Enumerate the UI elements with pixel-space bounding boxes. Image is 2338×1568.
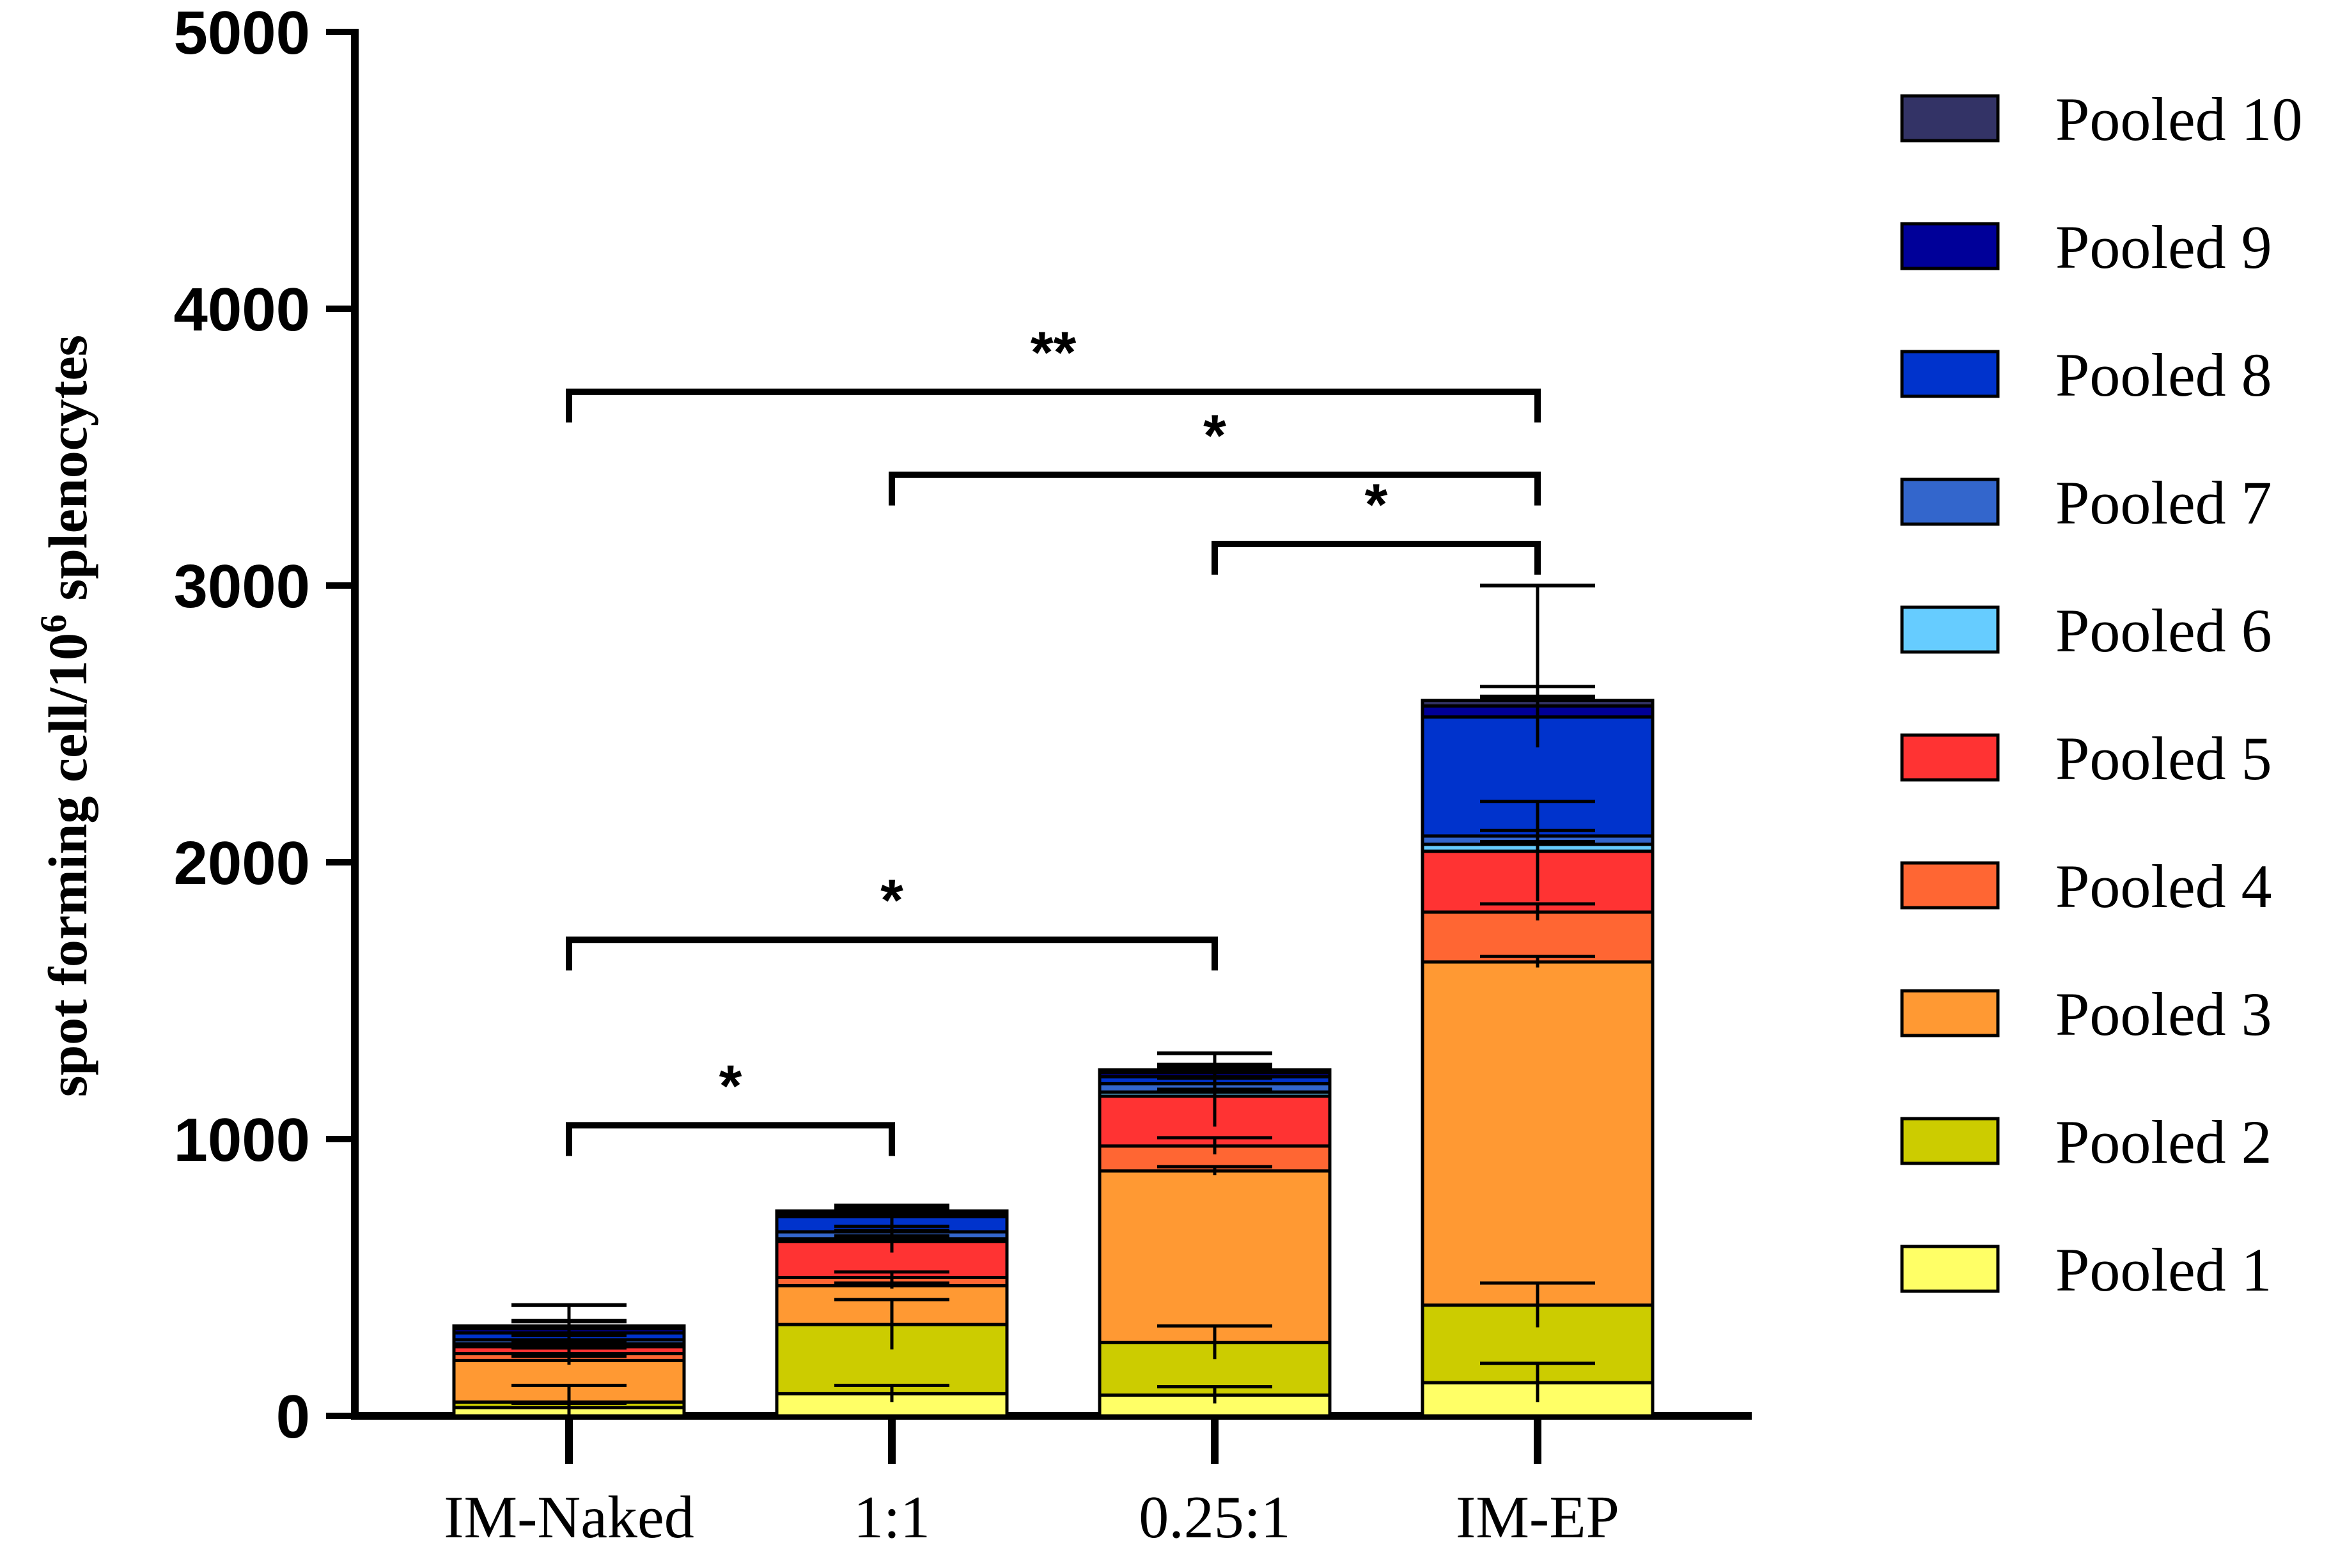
y-tick-label-0: 0 (276, 1383, 310, 1451)
legend-label-8: Pooled 8 (2055, 341, 2272, 409)
legend-label-10: Pooled 10 (2055, 85, 2303, 153)
significance-bracket-2 (1212, 541, 1541, 575)
y-axis-label: spot forming cell/106 splenocytes (33, 335, 98, 1097)
legend-swatch-7 (1900, 477, 2000, 526)
bar-3-2 (1098, 1169, 1332, 1344)
legend-label-6: Pooled 6 (2055, 596, 2272, 665)
significance-label-2: * (1365, 472, 1388, 538)
legend-label-9: Pooled 9 (2055, 213, 2272, 281)
y-tick-label-1: 1000 (173, 1106, 310, 1174)
legend-swatch-2 (1900, 1117, 2000, 1165)
significance-bracket-4 (566, 1122, 895, 1156)
legend-swatch-1 (1900, 1245, 2000, 1293)
legend-swatch-9 (1900, 222, 2000, 270)
significance-label-0: ** (1031, 320, 1077, 385)
legend: Pooled 10 Pooled 9 Pooled 8 Pooled 7 Pooled … (1900, 85, 2303, 1304)
y-tick-label-2: 2000 (173, 829, 310, 897)
legend-label-1: Pooled 1 (2055, 1236, 2272, 1304)
significance-brackets: ****** (566, 320, 1541, 1156)
legend-swatch-5 (1900, 733, 2000, 782)
legend-label-5: Pooled 5 (2055, 724, 2272, 793)
significance-label-4: * (719, 1053, 742, 1119)
legend-swatch-4 (1900, 861, 2000, 910)
error-bars (511, 584, 1595, 1416)
significance-bracket-3 (566, 936, 1218, 971)
significance-bracket-1 (889, 471, 1541, 506)
y-tick-label-4: 4000 (173, 276, 310, 344)
y-tick-label-3: 3000 (173, 552, 310, 621)
axes: 0 1000 2000 3000 4000 5000 IM-Naked 1:1 0.25:1 IM… (173, 0, 1752, 1551)
x-tick-label-0: IM-Naked (444, 1484, 694, 1551)
x-tick-label-3: IM-EP (1456, 1484, 1619, 1551)
legend-swatch-8 (1900, 350, 2000, 398)
bar-3-3 (1421, 960, 1655, 1307)
legend-label-7: Pooled 7 (2055, 469, 2272, 537)
x-tick-label-2: 0.25:1 (1139, 1484, 1291, 1551)
legend-swatch-6 (1900, 605, 2000, 654)
legend-swatch-3 (1900, 989, 2000, 1037)
significance-label-1: * (1203, 403, 1226, 469)
legend-label-4: Pooled 4 (2055, 852, 2272, 920)
significance-label-3: * (880, 868, 903, 933)
x-tick-label-1: 1:1 (853, 1484, 930, 1551)
y-axis-label-superscript: 6 (33, 614, 74, 633)
legend-label-3: Pooled 3 (2055, 980, 2272, 1048)
legend-swatch-10 (1900, 94, 2000, 143)
significance-bracket-0 (566, 388, 1541, 423)
y-axis-title: spot forming cell/106 splenocytes (33, 335, 98, 1097)
legend-label-2: Pooled 2 (2055, 1108, 2272, 1176)
bar-1-2 (1098, 1393, 1332, 1418)
bars (452, 699, 1655, 1418)
y-tick-label-5: 5000 (173, 0, 310, 67)
